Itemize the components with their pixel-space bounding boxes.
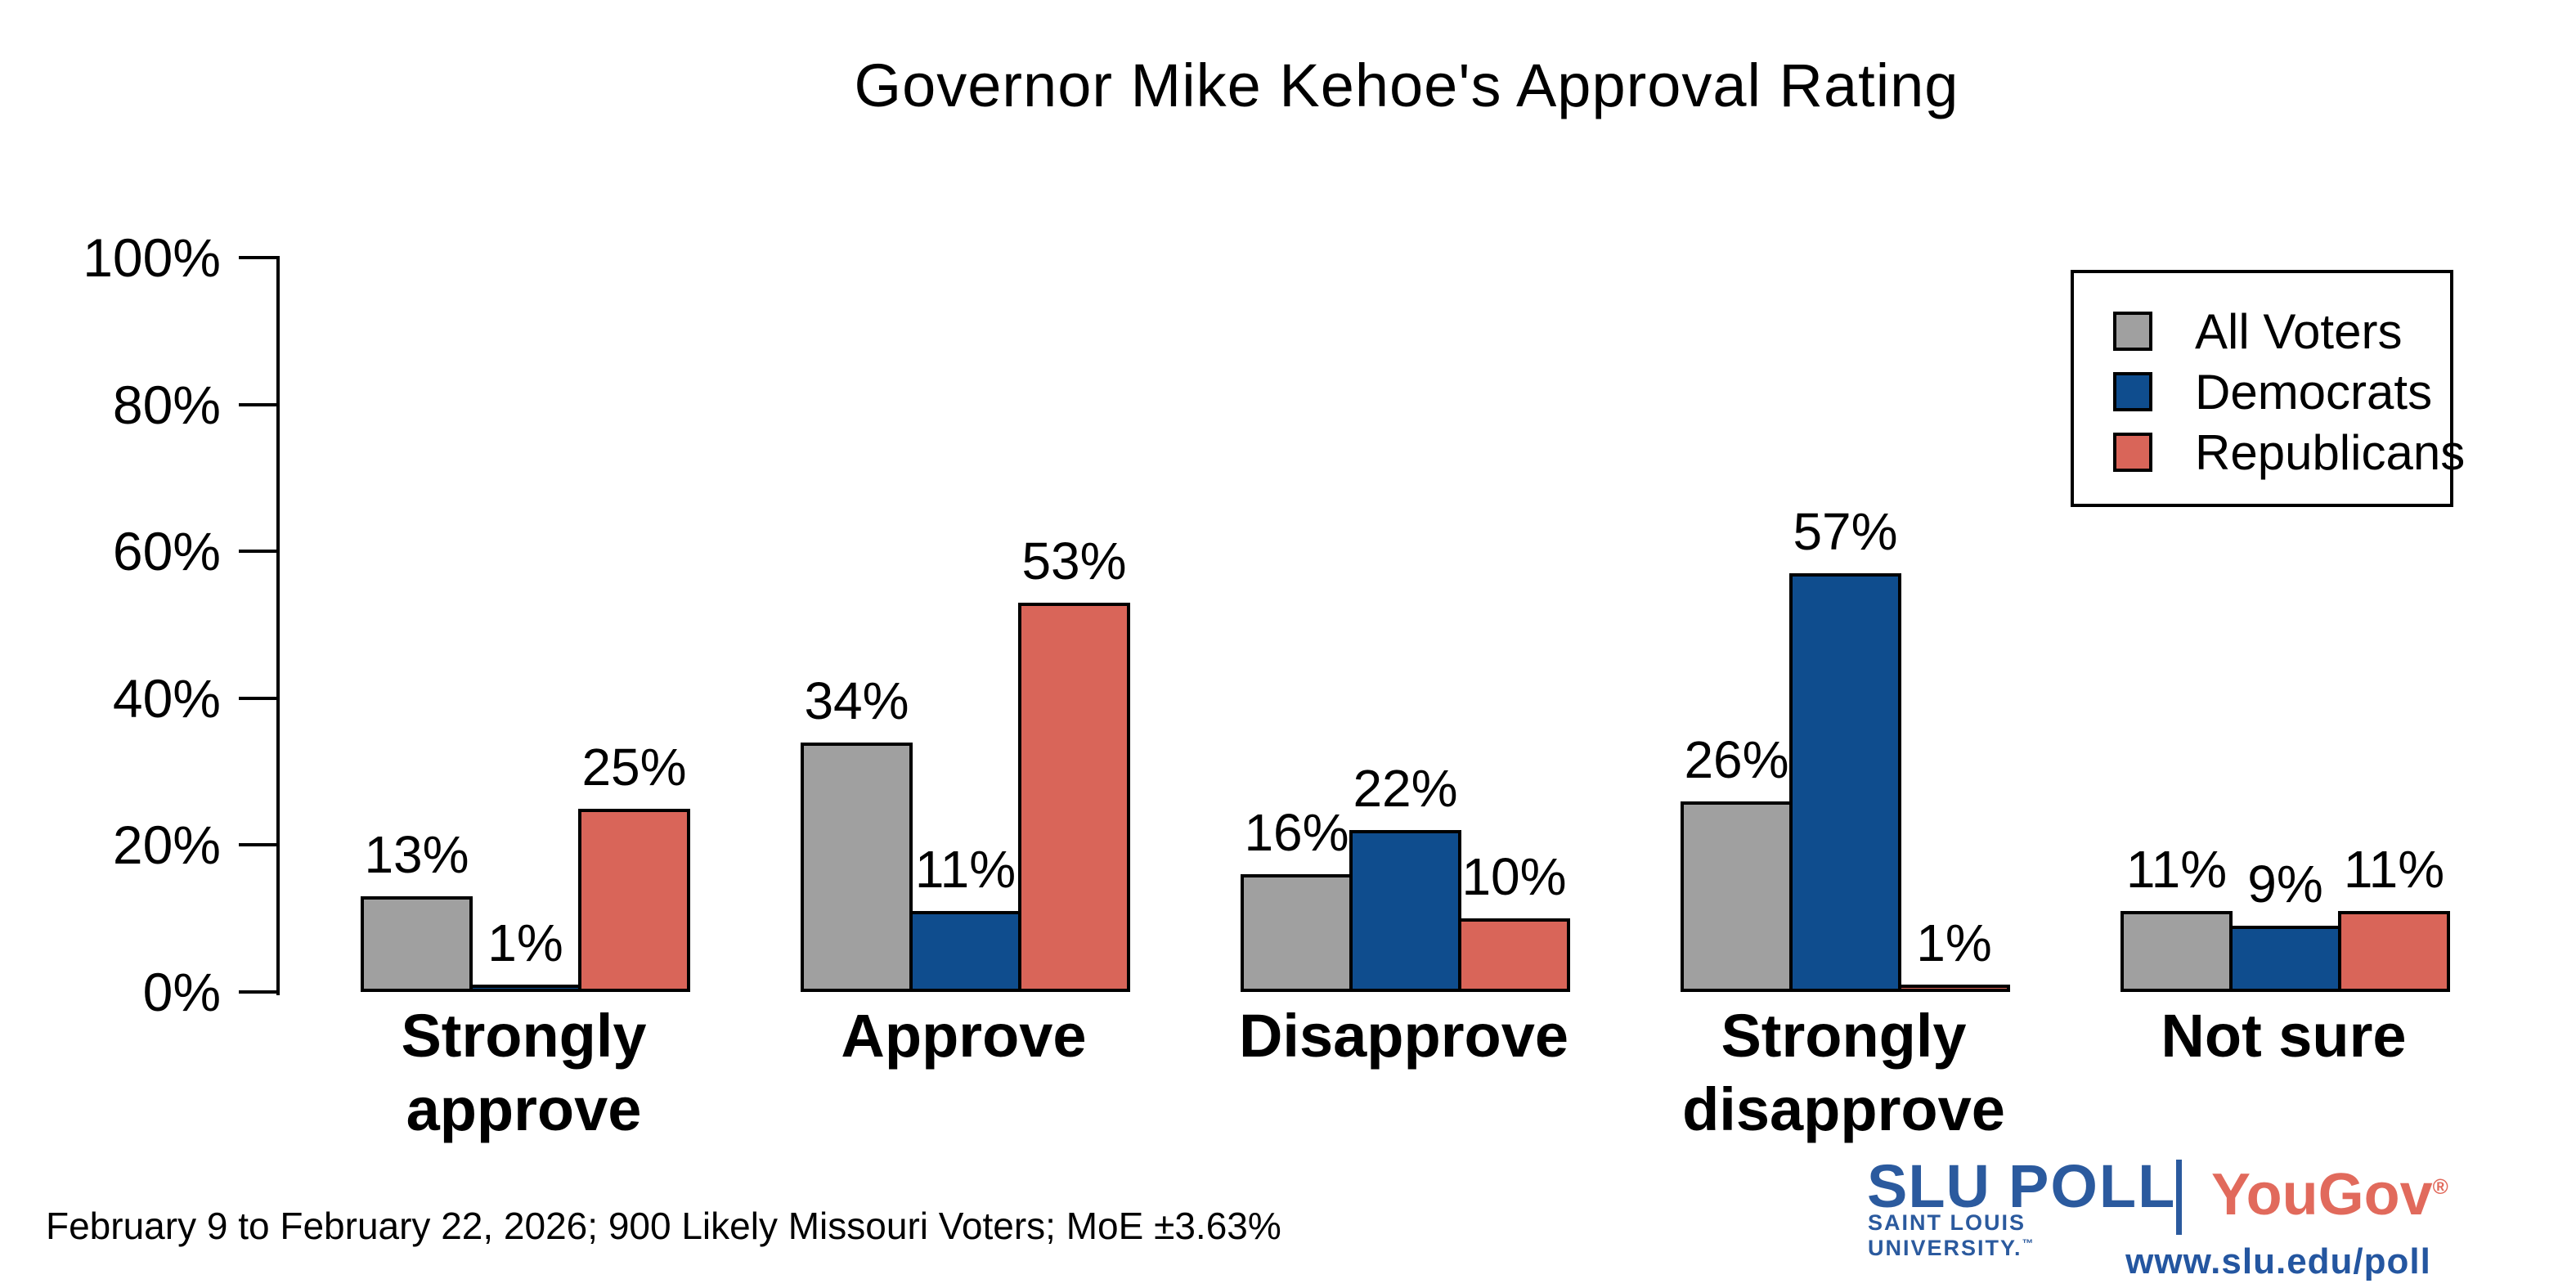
y-axis-line xyxy=(276,256,280,995)
bar-democrats-strongly-approve xyxy=(469,985,581,992)
chart-title: Governor Mike Kehoe's Approval Rating xyxy=(854,52,1959,119)
legend-item-all-voters: All Voters xyxy=(2113,301,2450,361)
bar-all-voters-strongly-disapprove xyxy=(1681,801,1793,992)
bar-all-voters-disapprove xyxy=(1241,874,1353,992)
saint-louis-university-label: SAINT LOUIS UNIVERSITY.™ xyxy=(1868,1210,2035,1261)
bar-democrats-disapprove xyxy=(1349,830,1461,992)
bar-value-label: 9% xyxy=(2247,855,2323,914)
legend-item-label: All Voters xyxy=(2195,303,2403,359)
x-axis-category-label: Approve xyxy=(841,1002,1087,1070)
bar-value-label: 13% xyxy=(364,825,469,885)
bar-all-voters-approve xyxy=(801,742,913,992)
legend-item-democrats: Democrats xyxy=(2113,361,2450,422)
yougov-logo: YouGov® xyxy=(2211,1161,2448,1228)
bar-value-label: 53% xyxy=(1021,532,1127,591)
bar-value-label: 11% xyxy=(2125,840,2228,900)
bar-value-label: 34% xyxy=(804,671,909,730)
bar-value-label: 1% xyxy=(1916,913,1992,972)
bar-republicans-not-sure xyxy=(2338,911,2450,992)
bar-all-voters-not-sure xyxy=(2120,911,2233,992)
bar-value-label: 26% xyxy=(1684,729,1789,789)
y-axis-tick-label: 80% xyxy=(112,374,221,435)
yougov-wordmark: YouGov xyxy=(2211,1162,2433,1227)
bar-value-label: 25% xyxy=(581,737,687,797)
bar-value-label: 16% xyxy=(1244,803,1349,863)
legend-swatch-all-voters xyxy=(2113,312,2152,351)
y-axis-tick xyxy=(239,550,276,554)
legend: All Voters Democrats Republicans xyxy=(2071,270,2465,507)
legend-swatch-republicans xyxy=(2113,433,2152,472)
bar-value-label: 1% xyxy=(487,913,563,972)
y-axis-tick xyxy=(239,402,276,406)
legend-item-republicans: Republicans xyxy=(2113,422,2465,482)
registered-mark: ® xyxy=(2432,1174,2448,1199)
x-axis-category-label: Strongly approve xyxy=(401,1002,647,1144)
poll-url: www.slu.edu/poll xyxy=(2125,1241,2431,1281)
y-axis-tick-label: 100% xyxy=(83,227,221,288)
y-axis-tick xyxy=(239,256,276,259)
bar-all-voters-strongly-approve xyxy=(361,896,473,992)
bar-value-label: 10% xyxy=(1461,847,1567,907)
y-axis-tick xyxy=(239,990,276,994)
y-axis-tick xyxy=(239,843,276,847)
x-axis-category-label: Strongly disapprove xyxy=(1682,1002,2005,1144)
trademark-symbol: ™ xyxy=(2022,1236,2035,1250)
y-axis-tick-label: 0% xyxy=(142,962,221,1022)
y-axis-tick-label: 20% xyxy=(112,815,221,876)
bar-value-label: 11% xyxy=(2343,840,2445,900)
y-axis-tick xyxy=(239,696,276,700)
bar-value-label: 11% xyxy=(914,840,1016,900)
bar-democrats-strongly-disapprove xyxy=(1789,573,1901,992)
poll-wordmark: POLL xyxy=(2008,1152,2177,1220)
y-axis-tick-label: 60% xyxy=(112,521,221,582)
bar-republicans-strongly-disapprove xyxy=(1898,985,2010,992)
bar-republicans-disapprove xyxy=(1458,918,1570,992)
x-axis-category-label: Disapprove xyxy=(1238,1002,1569,1070)
bar-democrats-approve xyxy=(909,911,1021,992)
legend-item-label: Republicans xyxy=(2195,424,2466,480)
y-axis-tick-label: 40% xyxy=(112,667,221,729)
saint-louis-university-text: SAINT LOUIS UNIVERSITY. xyxy=(1868,1210,2026,1260)
legend-swatch-democrats xyxy=(2113,372,2152,411)
bar-republicans-strongly-approve xyxy=(578,808,690,992)
slu-poll-wordmark: SLU POLL xyxy=(1867,1151,2176,1221)
footnote: February 9 to February 22, 2026; 900 Lik… xyxy=(46,1205,1281,1247)
bar-democrats-not-sure xyxy=(2229,926,2341,992)
bar-republicans-approve xyxy=(1018,603,1130,992)
legend-item-label: Democrats xyxy=(2195,364,2433,420)
bar-value-label: 22% xyxy=(1353,759,1458,819)
logo-separator xyxy=(2176,1160,2182,1235)
x-axis-category-label: Not sure xyxy=(2161,1002,2407,1070)
slu-wordmark: SLU xyxy=(1867,1152,1990,1220)
bar-value-label: 57% xyxy=(1793,502,1898,562)
